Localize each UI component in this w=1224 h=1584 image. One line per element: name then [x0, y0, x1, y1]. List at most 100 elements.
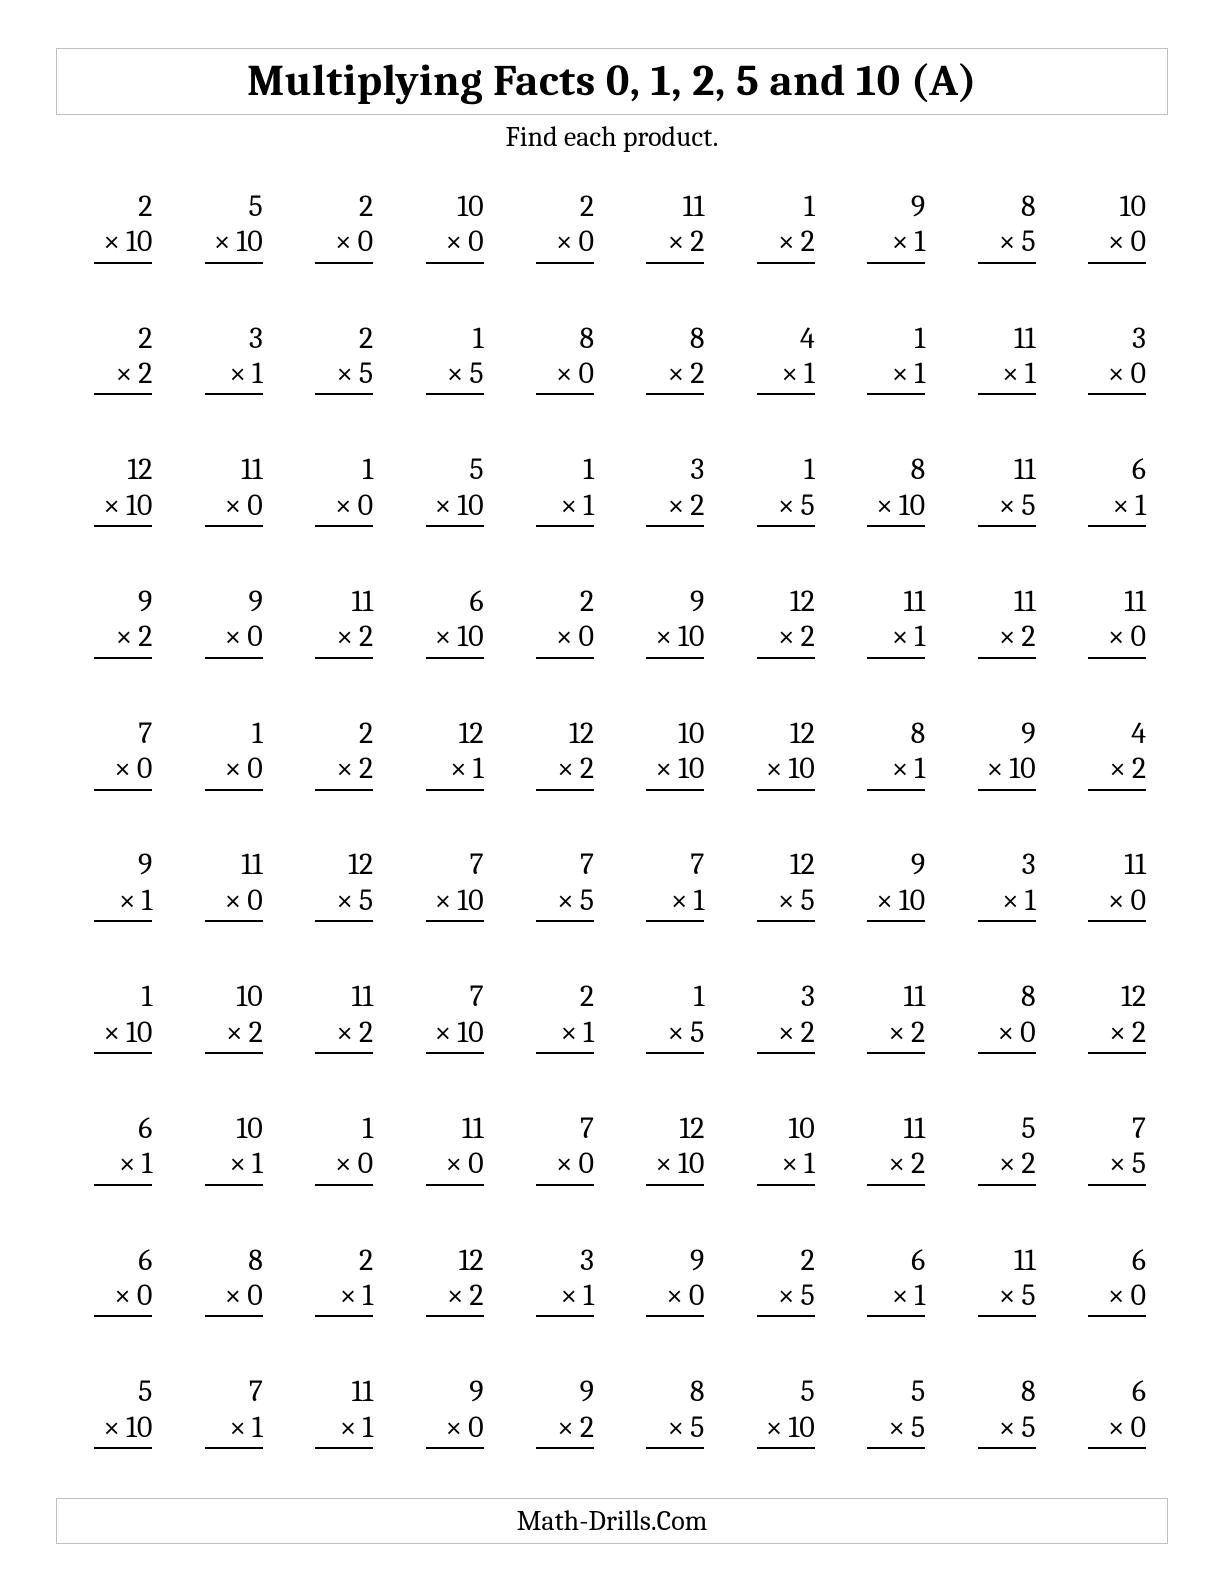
multiplicand: 11: [1124, 584, 1146, 619]
problem: 9× 10: [943, 716, 1053, 804]
multiplicand: 1: [142, 979, 153, 1014]
multiplier-row: × 0: [536, 356, 594, 395]
multiplier-row: × 0: [1088, 224, 1146, 263]
problem: 11× 2: [833, 1111, 943, 1199]
multiplier-row: × 10: [646, 751, 704, 790]
multiplicand: 2: [359, 189, 373, 224]
problem: 11× 0: [170, 452, 280, 540]
problem: 1× 2: [722, 189, 832, 277]
multiplier-row: × 2: [867, 1146, 925, 1185]
multiplicand: 12: [348, 847, 373, 882]
multiplicand: 2: [359, 716, 373, 751]
multiplier-row: × 0: [205, 1278, 263, 1317]
multiplier-row: × 0: [1088, 356, 1146, 395]
multiplier-row: × 0: [978, 1015, 1036, 1054]
problem: 5× 2: [943, 1111, 1053, 1199]
multiplicand: 8: [690, 1374, 705, 1409]
problem: 12× 10: [612, 1111, 722, 1199]
multiplier-row: × 2: [646, 356, 704, 395]
multiplicand: 1: [252, 716, 263, 751]
multiplier-row: × 10: [94, 224, 152, 263]
problem: 12× 5: [281, 847, 391, 935]
multiplier-row: × 0: [536, 224, 594, 263]
multiplier-row: × 5: [978, 488, 1036, 527]
problem: 1× 0: [281, 452, 391, 540]
multiplicand: 11: [462, 1111, 484, 1146]
problem: 11× 2: [281, 584, 391, 672]
multiplicand: 5: [801, 1374, 815, 1409]
problem: 9× 2: [502, 1374, 612, 1462]
problem: 11× 2: [943, 584, 1053, 672]
multiplier-row: × 5: [867, 1410, 925, 1449]
multiplicand: 11: [351, 1374, 373, 1409]
multiplicand: 12: [790, 584, 815, 619]
multiplicand: 9: [138, 847, 152, 882]
multiplicand: 7: [249, 1374, 263, 1409]
multiplicand: 8: [1021, 1374, 1036, 1409]
problem: 11× 2: [612, 189, 722, 277]
multiplier-row: × 2: [315, 619, 373, 658]
multiplier-row: × 1: [536, 1278, 594, 1317]
multiplier-row: × 10: [94, 1015, 152, 1054]
multiplier-row: × 0: [646, 1278, 704, 1317]
problem: 12× 2: [722, 584, 832, 672]
multiplier-row: × 5: [315, 883, 373, 922]
problem: 2× 10: [60, 189, 170, 277]
multiplier-row: × 1: [205, 356, 263, 395]
multiplicand: 9: [138, 584, 152, 619]
problem: 11× 1: [943, 321, 1053, 409]
problem: 6× 1: [1054, 452, 1164, 540]
multiplier-row: × 5: [757, 488, 815, 527]
multiplier-row: × 0: [426, 224, 484, 263]
multiplier-row: × 1: [536, 488, 594, 527]
footer-box: Math-Drills.Com: [56, 1498, 1168, 1544]
multiplier-row: × 10: [94, 1410, 152, 1449]
problem: 7× 5: [1054, 1111, 1164, 1199]
multiplier-row: × 5: [1088, 1146, 1146, 1185]
problem: 6× 10: [391, 584, 501, 672]
problem: 2× 0: [502, 189, 612, 277]
multiplier-row: × 0: [205, 488, 263, 527]
multiplier-row: × 2: [978, 619, 1036, 658]
problem: 5× 10: [60, 1374, 170, 1462]
problem: 5× 10: [170, 189, 280, 277]
multiplier-row: × 10: [867, 488, 925, 527]
multiplier-row: × 2: [315, 751, 373, 790]
problem: 1× 1: [833, 321, 943, 409]
multiplicand: 12: [569, 716, 594, 751]
problem: 10× 0: [1054, 189, 1164, 277]
multiplicand: 2: [138, 189, 152, 224]
multiplicand: 9: [248, 584, 262, 619]
problem: 3× 2: [612, 452, 722, 540]
multiplier-row: × 2: [536, 751, 594, 790]
multiplier-row: × 1: [426, 751, 484, 790]
problem: 1× 0: [281, 1111, 391, 1199]
multiplicand: 9: [469, 1374, 483, 1409]
multiplicand: 6: [138, 1111, 152, 1146]
problem: 11× 1: [833, 584, 943, 672]
problem: 7× 0: [502, 1111, 612, 1199]
multiplicand: 12: [459, 716, 484, 751]
multiplier-row: × 2: [536, 1410, 594, 1449]
problem: 8× 2: [612, 321, 722, 409]
multiplier-row: × 1: [757, 1146, 815, 1185]
multiplier-row: × 10: [426, 488, 484, 527]
multiplicand: 9: [1021, 716, 1035, 751]
multiplicand: 12: [459, 1243, 484, 1278]
problem: 8× 10: [833, 452, 943, 540]
multiplicand: 8: [1021, 979, 1036, 1014]
multiplier-row: × 2: [94, 356, 152, 395]
problem: 5× 10: [722, 1374, 832, 1462]
multiplier-row: × 10: [867, 883, 925, 922]
multiplicand: 11: [683, 189, 705, 224]
multiplier-row: × 0: [1088, 1410, 1146, 1449]
multiplicand: 5: [249, 189, 263, 224]
problem-grid: 2× 105× 102× 010× 02× 011× 21× 29× 18× 5…: [56, 189, 1168, 1462]
multiplicand: 1: [804, 189, 815, 224]
multiplicand: 5: [1021, 1111, 1035, 1146]
multiplicand: 12: [790, 716, 815, 751]
multiplicand: 3: [1022, 847, 1036, 882]
multiplier-row: × 1: [315, 1278, 373, 1317]
problem: 12× 2: [1054, 979, 1164, 1067]
multiplier-row: × 1: [315, 1410, 373, 1449]
